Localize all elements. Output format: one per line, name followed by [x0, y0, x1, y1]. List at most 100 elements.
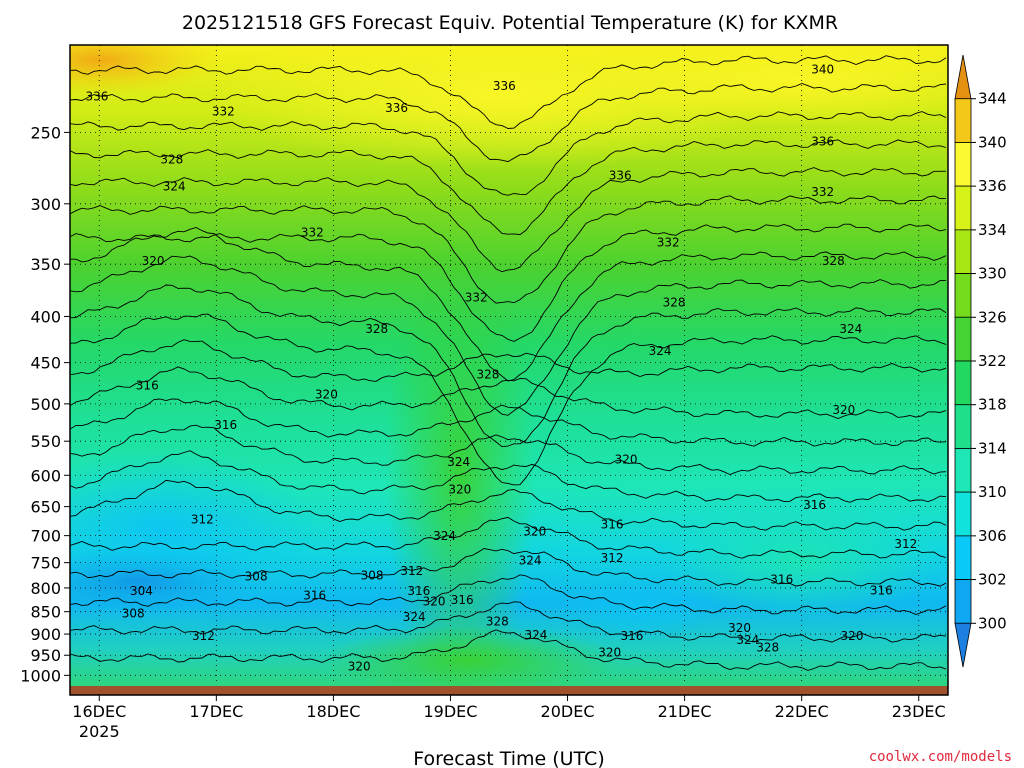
colorbar-segment [954, 98, 972, 143]
contour-label: 312 [894, 537, 917, 551]
y-tick-label: 400 [30, 307, 61, 326]
contour-line [70, 601, 947, 643]
y-tick-label: 250 [30, 123, 61, 142]
contour-label: 324 [519, 554, 542, 568]
colorbar-segment [954, 448, 972, 493]
contour-label: 304 [130, 584, 153, 598]
contour-label: 328 [476, 368, 499, 382]
y-tick-label: 850 [30, 603, 61, 622]
contour-label: 336 [811, 135, 834, 149]
contour-label: 336 [385, 101, 408, 115]
y-tick-label: 1000 [20, 666, 61, 685]
colorbar: 300 302 306 310 314 318 322 326 330 334 336 340 344 [954, 54, 1007, 668]
contour-line [70, 366, 947, 419]
colorbar-segment [954, 142, 972, 187]
contour-label: 336 [85, 89, 108, 103]
contour-label: 320 [728, 621, 751, 635]
contour-label: 328 [160, 153, 183, 167]
contour-label: 332 [212, 104, 235, 118]
contour-line [70, 139, 947, 236]
y-tick-label: 500 [30, 395, 61, 414]
x-tick-label: 16DEC [72, 702, 126, 721]
contour-line [70, 255, 946, 416]
contour-label: 320 [598, 645, 621, 659]
colorbar-label: 336 [978, 177, 1007, 195]
contour-line [70, 284, 947, 448]
contour-label: 336 [609, 168, 632, 182]
colorbar-label: 314 [978, 439, 1007, 457]
contour-line [70, 450, 947, 503]
credit-text: coolwx.com/models [869, 749, 1012, 765]
contour-label: 316 [620, 629, 643, 643]
chart-title: 2025121518 GFS Forecast Equiv. Potential… [182, 12, 838, 34]
y-tick-label: 700 [30, 527, 61, 546]
y-tick-label: 600 [30, 466, 61, 485]
colorbar-label: 330 [978, 265, 1007, 283]
contour-label: 320 [448, 482, 471, 496]
contour-label: 320 [142, 254, 165, 268]
y-tick-label: 800 [30, 579, 61, 598]
contour-label: 316 [407, 584, 430, 598]
contour-label: 324 [524, 628, 547, 642]
x-tick-label: 20DEC [541, 702, 595, 721]
contour-label: 332 [465, 290, 488, 304]
contour-label: 328 [822, 254, 845, 268]
field-lowlevel-teal-right [660, 500, 940, 620]
contour-labels: 336 332 328 324 320 316 316 312 308 304 308 312 316 3… [85, 63, 917, 674]
x-axis-label: Forecast Time (UTC) [413, 748, 604, 768]
y-tick-label: 950 [30, 646, 61, 665]
x-tick-label: 19DEC [423, 702, 477, 721]
contour-label: 316 [303, 589, 326, 603]
contour-line [70, 195, 946, 304]
field-lowlevel-cyan-right [560, 580, 720, 640]
contour-label: 332 [657, 235, 680, 249]
colorbar-segment [954, 360, 972, 406]
colorbar-segment [954, 316, 972, 362]
contour-label: 308 [245, 570, 268, 584]
contour-label: 312 [601, 551, 624, 565]
contour-label: 340 [811, 63, 834, 77]
contour-line [70, 574, 947, 615]
colorbar-label: 310 [978, 483, 1007, 501]
y-tick-label: 750 [30, 554, 61, 573]
contour-label: 332 [811, 185, 834, 199]
colorbar-label: 326 [978, 308, 1007, 326]
contour-label: 312 [192, 629, 215, 643]
contour-label: 316 [870, 583, 893, 597]
contour-label: 324 [433, 529, 456, 543]
contour-label: 308 [122, 607, 145, 621]
contour-label: 320 [348, 660, 371, 674]
y-tick-label: 450 [30, 354, 61, 373]
colorbar-segment [954, 491, 972, 537]
field-upper-orange-corner [70, 45, 220, 95]
colorbar-label: 302 [978, 571, 1007, 589]
contour-label: 320 [615, 452, 638, 466]
contour-label: 312 [400, 564, 423, 578]
contour-label: 316 [214, 418, 237, 432]
colorbar-segment [954, 622, 972, 668]
contour-label: 324 [403, 610, 426, 624]
contour-label: 324 [163, 179, 186, 193]
contour-line [70, 548, 947, 587]
colorbar-label: 344 [978, 90, 1007, 108]
colorbar-label: 322 [978, 352, 1007, 370]
contour-line [70, 111, 947, 196]
y-tick-label: 900 [30, 625, 61, 644]
plot-frame [69, 44, 949, 696]
colorbar-segment [954, 54, 972, 100]
contour-line [70, 313, 947, 486]
contour-label: 320 [841, 629, 864, 643]
contour-label: 316 [803, 498, 826, 512]
colorbar-label: 318 [978, 396, 1007, 414]
y-tick-label: 300 [30, 195, 61, 214]
contour-line [70, 424, 947, 475]
contour-label: 332 [301, 226, 324, 240]
colorbar-segment [954, 404, 972, 449]
x-tick-label: 17DEC [189, 702, 243, 721]
contour-label: 324 [447, 455, 470, 469]
colorbar-label: 334 [978, 221, 1007, 239]
contour-label: 324 [839, 322, 862, 336]
x-tick-label: 18DEC [306, 702, 360, 721]
